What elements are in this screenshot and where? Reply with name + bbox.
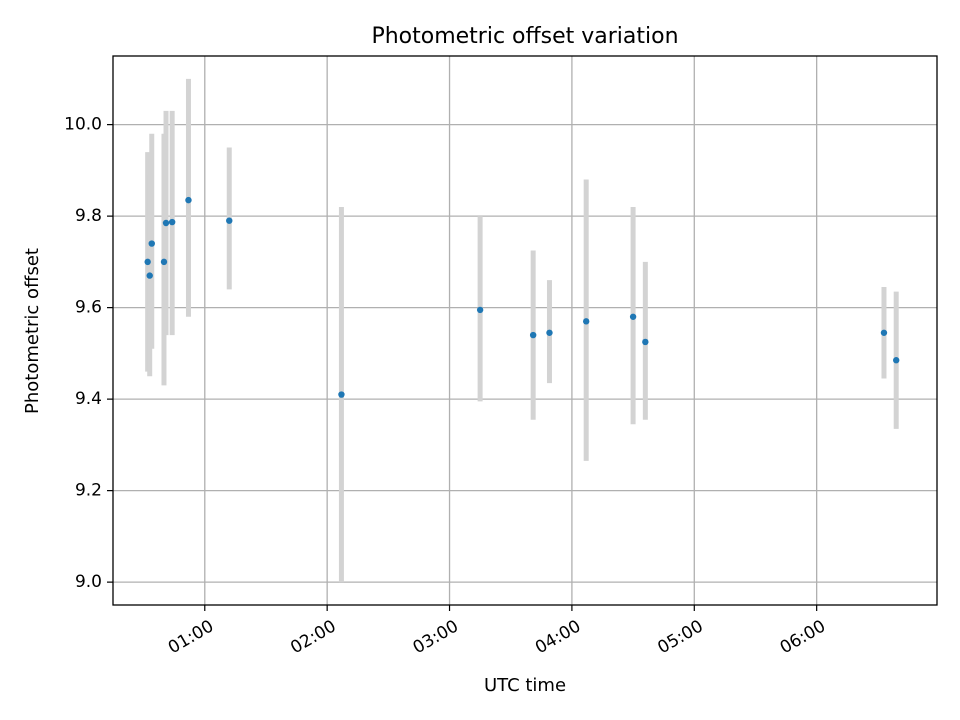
- data-point: [880, 329, 888, 336]
- data-point: [476, 306, 484, 314]
- data-point: [168, 218, 176, 226]
- data-point: [629, 313, 637, 320]
- data-point: [160, 258, 168, 266]
- x-axis-label: UTC time: [484, 675, 566, 696]
- data-point: [226, 217, 233, 224]
- y-tick-label: 9.6: [75, 298, 102, 318]
- x-tick-label: 03:00: [410, 616, 462, 658]
- data-point: [162, 219, 170, 227]
- y-tick-label: 10.0: [64, 115, 102, 135]
- axis-ticks: 01:00 02:00 03:00 04:00 05:00 06:00 9.0 9.2 9.4 9…: [64, 115, 829, 659]
- x-tick-label: 06:00: [777, 616, 829, 658]
- data-point: [582, 318, 590, 325]
- y-tick-label: 9.0: [75, 572, 102, 592]
- data-point: [893, 357, 900, 364]
- plot-area-frame: [112, 55, 938, 606]
- x-tick-label: 04:00: [532, 616, 584, 658]
- data-points: [144, 196, 900, 398]
- data-point: [144, 258, 151, 266]
- data-point: [529, 331, 537, 339]
- x-tick-label: 02:00: [287, 616, 339, 658]
- data-point: [338, 391, 345, 398]
- data-point: [642, 338, 649, 346]
- data-point: [185, 196, 192, 204]
- y-tick-label: 9.4: [75, 389, 102, 409]
- y-tick-label: 9.8: [75, 206, 102, 226]
- y-tick-label: 9.2: [75, 481, 102, 501]
- data-point: [546, 329, 553, 336]
- data-point: [148, 240, 155, 247]
- y-axis-label: Photometric offset: [22, 248, 43, 414]
- chart-title: Photometric offset variation: [371, 24, 678, 49]
- x-tick-label: 05:00: [654, 616, 706, 658]
- error-bars: [145, 78, 899, 583]
- x-tick-label: 01:00: [165, 616, 217, 658]
- data-point: [146, 272, 153, 279]
- grid-lines: [113, 56, 937, 605]
